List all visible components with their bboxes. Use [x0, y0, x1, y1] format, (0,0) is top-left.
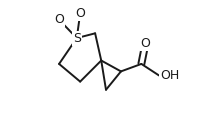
- Text: O: O: [75, 7, 85, 20]
- Text: S: S: [73, 32, 81, 45]
- Text: O: O: [141, 37, 150, 50]
- Text: O: O: [54, 13, 64, 26]
- Text: OH: OH: [160, 69, 180, 82]
